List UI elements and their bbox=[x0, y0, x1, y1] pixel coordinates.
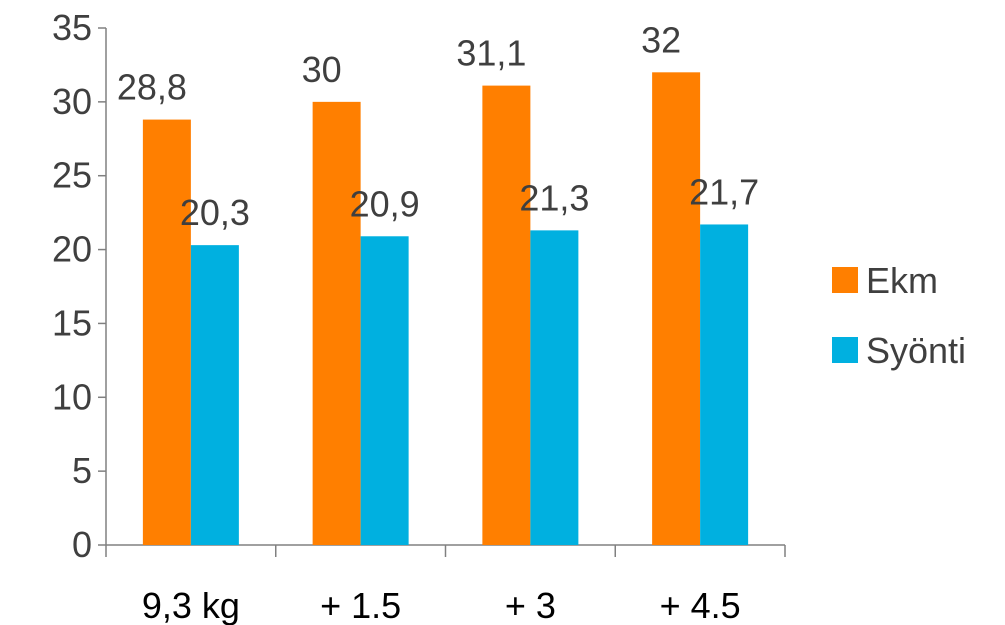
data-label: 21,7 bbox=[689, 171, 759, 212]
data-label: 20,9 bbox=[350, 183, 420, 224]
x-tick-label: + 3 bbox=[505, 585, 556, 625]
legend: Ekm Syönti bbox=[832, 260, 966, 371]
bar-synti-4 bbox=[700, 224, 749, 545]
data-label: 31,1 bbox=[456, 33, 526, 74]
data-labels: 28,8 30 31,1 32 20,3 20,9 21,3 21,7 bbox=[117, 19, 759, 233]
data-label: 32 bbox=[641, 19, 681, 60]
y-axis: 0 5 10 15 20 25 30 35 bbox=[52, 7, 107, 565]
legend-label: Ekm bbox=[866, 260, 938, 301]
legend-label: Syönti bbox=[866, 330, 966, 371]
bar-synti-1 bbox=[190, 245, 239, 545]
bar-ekm-3 bbox=[482, 85, 531, 545]
y-tick-label: 15 bbox=[52, 302, 92, 343]
bar-ekm-1 bbox=[142, 119, 191, 545]
data-label: 30 bbox=[302, 49, 342, 90]
y-tick-label: 35 bbox=[52, 7, 92, 48]
data-label: 28,8 bbox=[117, 67, 187, 108]
y-tick-label: 5 bbox=[72, 450, 92, 491]
y-tick-label: 25 bbox=[52, 155, 92, 196]
y-tick-label: 20 bbox=[52, 229, 92, 270]
y-tick-label: 10 bbox=[52, 376, 92, 417]
bars bbox=[142, 72, 749, 546]
legend-swatch bbox=[832, 337, 858, 363]
x-tick-label: + 1.5 bbox=[320, 585, 401, 625]
bar-synti-3 bbox=[530, 230, 579, 545]
bar-ekm-2 bbox=[312, 101, 361, 545]
x-axis: 9,3 kg + 1.5 + 3 + 4.5 bbox=[105, 544, 786, 625]
data-label: 20,3 bbox=[180, 192, 250, 233]
y-tick-label: 30 bbox=[52, 81, 92, 122]
x-tick-label: 9,3 kg bbox=[142, 585, 240, 625]
bar-ekm-4 bbox=[652, 72, 701, 546]
y-tick-label: 0 bbox=[72, 524, 92, 565]
legend-swatch bbox=[832, 267, 858, 293]
bar-synti-2 bbox=[360, 236, 409, 545]
x-tick-label: + 4.5 bbox=[660, 585, 741, 625]
data-label: 21,3 bbox=[519, 177, 589, 218]
